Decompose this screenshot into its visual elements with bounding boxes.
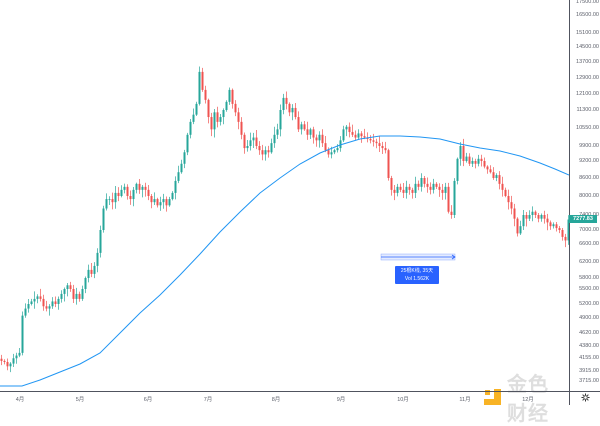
price-tick: 5500.00 — [579, 286, 599, 292]
time-tick: 5月 — [75, 397, 85, 403]
time-tick: 6月 — [143, 397, 153, 403]
price-tick: 12900.00 — [576, 75, 599, 81]
price-tick: 6200.00 — [579, 259, 599, 265]
price-tick: 8000.00 — [579, 193, 599, 199]
price-tick: 16500.00 — [576, 12, 599, 18]
price-tick: 3915.00 — [579, 368, 599, 374]
price-tick: 6600.00 — [579, 241, 599, 247]
price-tick: 11300.00 — [576, 107, 599, 113]
chart-settings-button[interactable] — [569, 391, 600, 405]
chart-plot-area[interactable]: 25根K线, 35天 Vol 1.562K 金色财经 — [0, 0, 570, 425]
price-tick: 15100.00 — [576, 30, 599, 36]
time-axis[interactable]: 4月 5月 6月 7月 8月 9月 10月 11月 12月 — [0, 391, 569, 405]
price-tick: 10550.00 — [576, 125, 599, 131]
measure-volume: Vol 1.562K — [404, 276, 430, 282]
price-tick: 9900.00 — [579, 143, 599, 149]
price-tick: 4380.00 — [579, 343, 599, 349]
time-tick: 10月 — [397, 397, 409, 403]
price-tick: 13700.00 — [576, 59, 599, 65]
price-tick: 14500.00 — [576, 44, 599, 50]
price-tick: 9200.00 — [579, 158, 599, 164]
time-tick: 12月 — [522, 397, 534, 403]
price-tick: 8600.00 — [579, 175, 599, 181]
price-tick: 4155.00 — [579, 355, 599, 361]
price-tick: 5800.00 — [579, 275, 599, 281]
gear-icon — [581, 393, 590, 404]
candlestick-chart[interactable] — [0, 0, 570, 391]
watermark-logo-icon — [482, 388, 504, 406]
price-tick: 7000.00 — [579, 227, 599, 233]
price-tick: 17500.00 — [576, 0, 599, 5]
price-axis[interactable]: 17500.00 16500.00 15100.00 14500.00 13700.00… — [569, 0, 600, 391]
date-range-measure-label: 25根K线, 35天 Vol 1.562K — [395, 266, 439, 284]
time-tick: 7月 — [203, 397, 213, 403]
measure-bars-days: 25根K线, 35天 — [400, 268, 434, 274]
price-tick: 5200.00 — [579, 301, 599, 307]
time-tick: 8月 — [271, 397, 281, 403]
price-tick: 4900.00 — [579, 315, 599, 321]
time-tick: 11月 — [459, 397, 471, 403]
price-tick: 3715.00 — [579, 378, 599, 384]
time-tick: 4月 — [15, 397, 25, 403]
price-tick: 12100.00 — [576, 91, 599, 97]
price-tick: 4620.00 — [579, 330, 599, 336]
last-price-label: 7277.83 — [569, 215, 597, 223]
moving-average-line — [0, 135, 570, 387]
time-tick: 9月 — [336, 397, 346, 403]
